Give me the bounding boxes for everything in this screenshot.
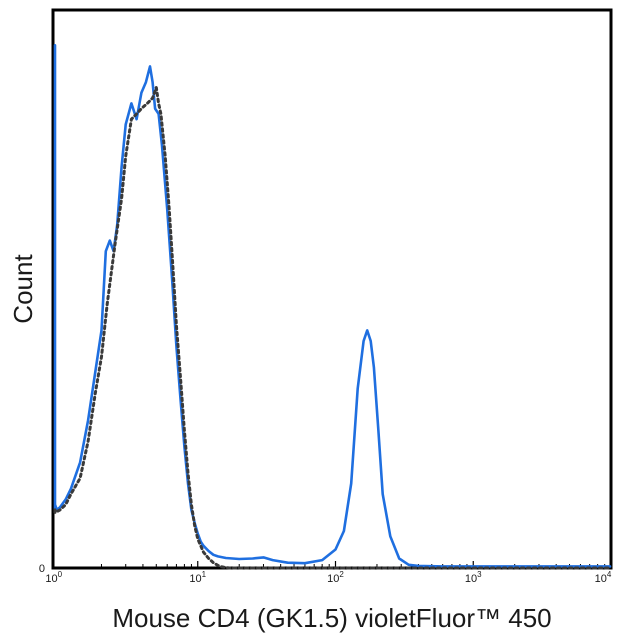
x-tick-label: 102 [327, 570, 344, 585]
y-axis-title: Count [8, 254, 38, 324]
series-line-2 [53, 86, 612, 570]
x-tick-label: 100 [45, 570, 62, 585]
series-layer [53, 43, 612, 570]
plot-frame [51, 8, 613, 570]
x-axis-ticks: 100 101 102 103 104 [45, 561, 612, 585]
y-axis-ticks: 0 [39, 563, 45, 575]
x-tick-label: 101 [189, 570, 206, 585]
x-tick-label: 103 [465, 570, 482, 585]
x-tick-label: 104 [595, 570, 612, 585]
x-axis-title: Mouse CD4 (GK1.5) violetFluor™ 450 [112, 603, 551, 633]
y-tick-label: 0 [39, 563, 45, 575]
